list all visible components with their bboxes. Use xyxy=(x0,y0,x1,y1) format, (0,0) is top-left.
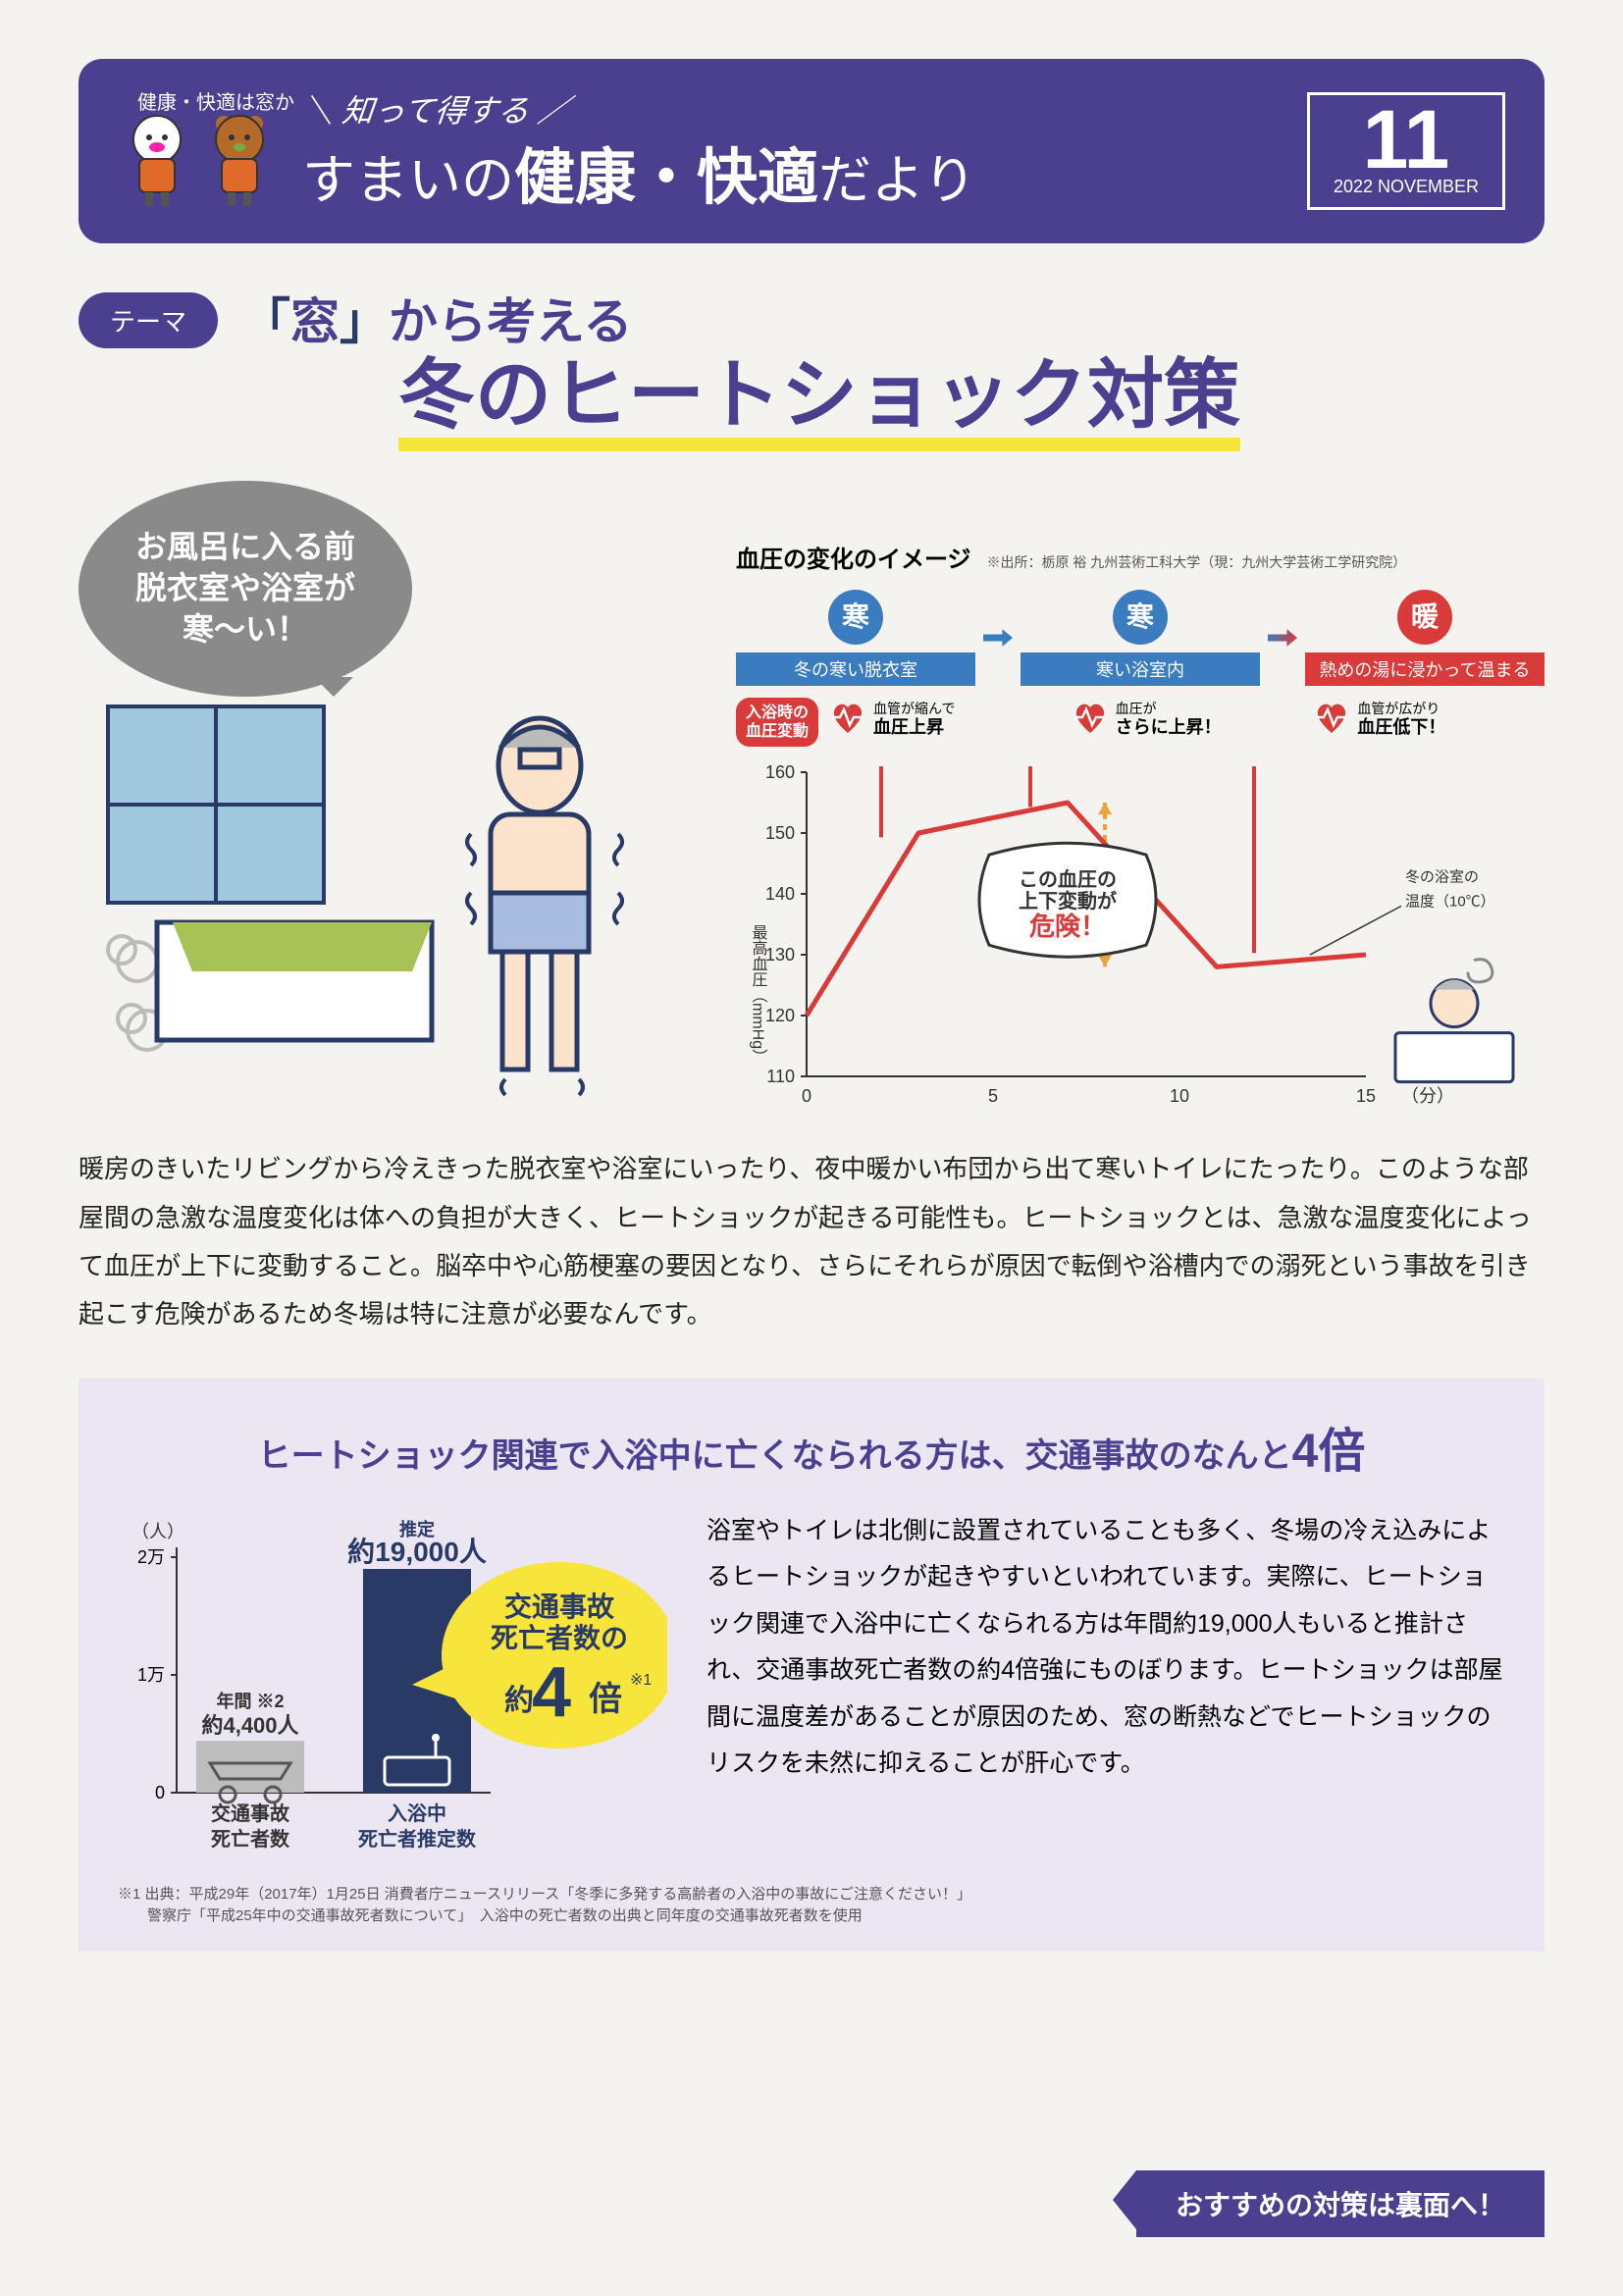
stats-panel: ヒートショック関連で入浴中に亡くなられる方は、交通事故のなんと4倍 （人） 0 1万… xyxy=(79,1379,1544,1952)
svg-text:死亡者数: 死亡者数 xyxy=(211,1827,290,1851)
speech-text: お風呂に入る前 脱衣室や浴室が 寒～い！ xyxy=(135,527,355,650)
svg-text:1万: 1万 xyxy=(137,1665,165,1685)
stage-circle-cold-2: 寒 xyxy=(1113,590,1168,645)
issue-number: 11 xyxy=(1334,103,1479,178)
bp-line-chart: 110 120 130 140 150 160 0 5 10 15 （分） 最高血圧（mmHg） この血… xyxy=(736,762,1544,1116)
bp-chart-title: 血圧の変化のイメージ xyxy=(736,540,971,574)
svg-text:倍: 倍 xyxy=(589,1681,622,1718)
svg-text:15: 15 xyxy=(1356,1086,1376,1106)
panel-footnote: ※1 出典：平成29年（2017年）1月25日 消費者庁ニュースリリース「冬季に… xyxy=(118,1884,1505,1928)
svg-text:110: 110 xyxy=(766,1067,795,1086)
svg-text:この血圧の: この血圧の xyxy=(1019,867,1117,891)
bathroom-illustration xyxy=(79,677,707,1099)
banner-subtitle: ＼ 知って得する ／ xyxy=(300,86,1310,131)
speech-bubble: お風呂に入る前 脱衣室や浴室が 寒～い！ xyxy=(79,481,412,697)
svg-text:年間 ※2: 年間 ※2 xyxy=(216,1691,284,1711)
svg-text:死亡者推定数: 死亡者推定数 xyxy=(358,1827,477,1851)
svg-text:0: 0 xyxy=(802,1086,812,1106)
svg-text:約: 約 xyxy=(504,1685,534,1717)
svg-text:0: 0 xyxy=(155,1783,165,1802)
svg-text:交通事故: 交通事故 xyxy=(211,1801,290,1825)
svg-text:140: 140 xyxy=(765,884,795,904)
svg-text:2万: 2万 xyxy=(137,1547,165,1567)
bp-chart-source: ※出所：栃原 裕 九州芸術工科大学（現：九州大学芸術工学研究院） xyxy=(987,552,1407,572)
issue-date: 2022 NOVEMBER xyxy=(1334,177,1479,197)
bp-note-1: 血圧がさらに上昇！ xyxy=(1116,698,1222,738)
arrow-icon xyxy=(983,590,1013,686)
bp-note-2: 血管が広がり血圧低下！ xyxy=(1357,698,1445,738)
body-paragraph: 暖房のきいたリビングから冷えきった脱衣室や浴室にいったり、夜中暖かい布団から出て… xyxy=(79,1145,1544,1339)
stage-label-0: 冬の寒い脱衣室 xyxy=(736,652,975,686)
stage-label-2: 熱めの湯に浸かって温まる xyxy=(1305,652,1544,686)
bp-variation-pill: 入浴時の 血圧変動 xyxy=(736,698,818,747)
svg-text:上下変動が: 上下変動が xyxy=(1019,889,1117,913)
stage-label-1: 寒い浴室内 xyxy=(1021,652,1260,686)
stage-circle-warm: 暖 xyxy=(1397,590,1452,645)
bp-notes-row: 入浴時の 血圧変動 血管が縮んで血圧上昇 血圧がさらに上昇！ 血管が広がり血圧低… xyxy=(736,698,1544,747)
svg-text:温度（10℃）: 温度（10℃） xyxy=(1405,894,1495,911)
svg-text:冬の浴室の: 冬の浴室の xyxy=(1405,869,1479,886)
header-banner: 健康・快適は窓から xyxy=(79,59,1544,243)
svg-text:160: 160 xyxy=(765,762,795,782)
stage-bar: 寒 冬の寒い脱衣室 寒 寒い浴室内 暖 xyxy=(736,590,1544,686)
deaths-bar-chart: （人）01万2万年間 ※2約4,400人交通事故死亡者数推定約19,000人入浴… xyxy=(118,1508,667,1866)
panel-title: ヒートショック関連で入浴中に亡くなられる方は、交通事故のなんと4倍 xyxy=(118,1412,1505,1481)
title-line-1: 「窓」から考える xyxy=(241,283,1544,353)
svg-text:交通事故: 交通事故 xyxy=(504,1591,614,1622)
arrow-icon xyxy=(1268,590,1297,686)
svg-text:約19,000人: 約19,000人 xyxy=(347,1536,487,1567)
svg-text:※1: ※1 xyxy=(630,1672,652,1689)
svg-text:（分）: （分） xyxy=(1401,1086,1454,1106)
footer-ribbon: おすすめの対策は裏面へ！ xyxy=(1136,2170,1544,2237)
heart-icon xyxy=(1071,700,1110,735)
mascot-white-icon xyxy=(118,112,196,210)
title-line-2: 冬のヒートショック対策 xyxy=(398,353,1240,451)
bp-note-0: 血管が縮んで血圧上昇 xyxy=(873,698,955,738)
svg-text:危険！: 危険！ xyxy=(1029,912,1106,941)
heart-icon xyxy=(1312,700,1351,735)
stage-circle-cold-1: 寒 xyxy=(828,590,883,645)
theme-pill: テーマ xyxy=(79,292,218,348)
heart-icon xyxy=(828,700,867,735)
svg-text:（人）: （人） xyxy=(131,1522,184,1541)
svg-text:最高血圧（mmHg）: 最高血圧（mmHg） xyxy=(750,924,768,1065)
svg-text:入浴中: 入浴中 xyxy=(388,1801,446,1825)
svg-text:約4,400人: 約4,400人 xyxy=(201,1713,298,1738)
panel-paragraph: 浴室やトイレは北側に設置されていることも多く、冬場の冷え込みによるヒートショック… xyxy=(707,1508,1505,1866)
svg-text:5: 5 xyxy=(988,1086,998,1106)
svg-text:10: 10 xyxy=(1170,1086,1189,1106)
issue-badge: 11 2022 NOVEMBER xyxy=(1307,92,1505,211)
svg-text:130: 130 xyxy=(765,945,795,965)
svg-text:150: 150 xyxy=(765,823,795,843)
svg-text:4: 4 xyxy=(532,1653,571,1732)
mascot-bear-icon xyxy=(200,112,279,210)
svg-text:死亡者数の: 死亡者数の xyxy=(491,1623,628,1653)
svg-text:120: 120 xyxy=(765,1006,795,1025)
banner-title: すまいの健康・快適だより xyxy=(302,128,1307,216)
